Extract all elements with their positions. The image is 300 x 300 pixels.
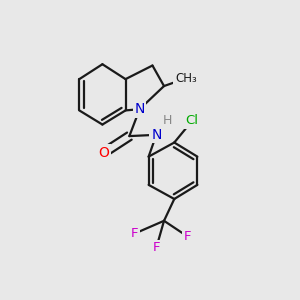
Text: F: F — [183, 230, 191, 243]
Text: H: H — [163, 114, 172, 127]
Text: CH₃: CH₃ — [175, 72, 197, 85]
Text: F: F — [153, 241, 160, 254]
Text: N: N — [134, 102, 145, 116]
Text: F: F — [131, 227, 138, 240]
Text: Cl: Cl — [186, 114, 199, 127]
Text: N: N — [151, 128, 161, 142]
Text: O: O — [98, 146, 109, 160]
